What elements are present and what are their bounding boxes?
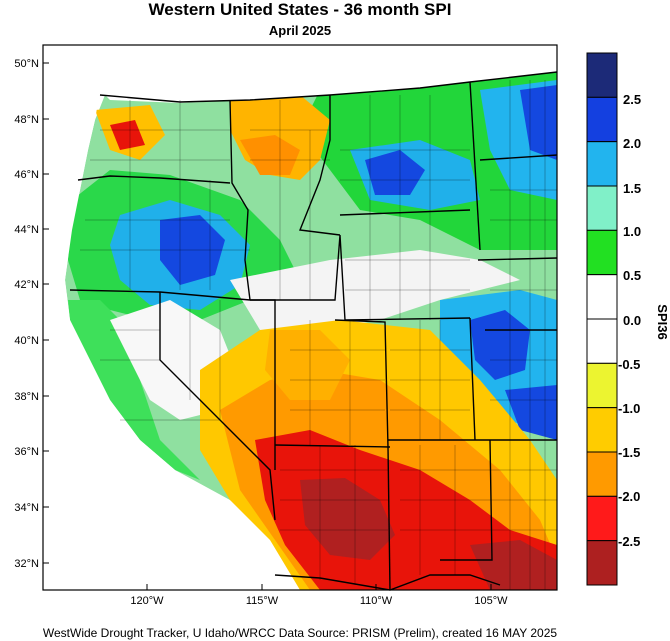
colorbar-swatch [586, 495, 618, 542]
drought-idaho-core [240, 135, 300, 175]
colorbar [586, 52, 618, 586]
map-fields [65, 70, 557, 590]
colorbar-swatch [586, 185, 618, 231]
county-lines-grid [80, 80, 557, 590]
lat-label: 32°N [14, 558, 39, 570]
latitude-ticks [43, 62, 49, 564]
colorbar-title: SPI36 [655, 304, 670, 339]
colorbar-label: -2.0 [618, 489, 640, 504]
ut-co-border [334, 319, 389, 448]
lon-label: 105°W [474, 595, 508, 607]
colorbar-swatch [586, 318, 618, 364]
wet-blue-kansas [505, 385, 557, 440]
colorbar-label: 1.5 [623, 181, 641, 196]
lat-label: 46°N [14, 169, 39, 181]
canada-mask [95, 45, 557, 103]
lat-label: 50°N [14, 58, 39, 70]
wet-region-coast [68, 300, 200, 480]
us-mexico-border [274, 574, 501, 591]
ut-az-border [274, 444, 391, 448]
id-western-border [229, 99, 251, 301]
wy-mt-border [339, 209, 471, 216]
colorbar-swatch [586, 451, 618, 497]
sd-ne-border [477, 257, 558, 261]
plot-frame [42, 44, 558, 591]
lat-label: 40°N [14, 335, 39, 347]
credit-line: WestWide Drought Tracker, U Idaho/WRCC D… [42, 626, 558, 640]
az-nm-border [387, 446, 391, 591]
colorbar-swatch [586, 229, 618, 276]
longitude-ticks [146, 584, 492, 590]
colorbar-labels: 2.5 2.0 1.5 1.0 0.5 0.0 -0.5 -1.0 -1.5 -… [618, 92, 641, 549]
ocean-mask [43, 45, 275, 590]
lat-label: 38°N [14, 391, 39, 403]
lat-label: 44°N [14, 224, 39, 236]
lon-label: 110°W [360, 595, 393, 607]
drought-washington-core [110, 120, 145, 150]
lon-label: 120°W [130, 595, 164, 607]
colorbar-swatch [586, 96, 618, 143]
colorbar-swatch [586, 362, 618, 409]
wet-blue-colorado [470, 310, 530, 380]
co-ks-border [469, 317, 476, 441]
colorbar-label: -2.5 [618, 534, 640, 549]
colorbar-label: -1.5 [618, 445, 640, 460]
wet-blue-montana [365, 150, 425, 195]
colorbar-swatch [586, 274, 618, 320]
ca-nv-border [159, 292, 276, 521]
nm-tx-border [440, 439, 493, 561]
id-ut-wy-border [250, 234, 346, 321]
colorbar-label: 0.0 [623, 313, 641, 328]
colorbar-label: -1.0 [618, 401, 640, 416]
colorbar-label: 2.5 [623, 92, 641, 107]
wet-blue-nd [520, 85, 557, 160]
colorbar-swatch [586, 141, 618, 187]
lat-label: 36°N [14, 446, 39, 458]
wy-co-border [344, 317, 471, 321]
colorbar-swatch [586, 540, 618, 586]
dakotas-border [479, 154, 558, 161]
county-lines [80, 80, 557, 590]
latitude-labels: 50°N 48°N 46°N 44°N 42°N 40°N 38°N 36°N … [14, 58, 39, 570]
drought-southwest-extreme [300, 478, 395, 560]
longitude-labels: 120°W 115°W 110°W 105°W [130, 595, 508, 607]
lat-label: 42°N [14, 279, 39, 291]
map-title: Western United States - 36 month SPI [148, 0, 452, 19]
colorbar-label: 0.5 [623, 268, 641, 283]
colorbar-label: 2.0 [623, 136, 641, 151]
colorbar-label: 1.0 [623, 224, 641, 239]
lat-label: 48°N [14, 114, 39, 126]
lon-label: 115°W [246, 595, 279, 607]
id-mt-border [299, 95, 341, 236]
drought-utah-orange [265, 330, 350, 400]
wa-or-border [77, 175, 231, 184]
lat-label: 34°N [14, 502, 39, 514]
colorbar-swatch [586, 407, 618, 453]
colorbar-swatch [586, 52, 618, 98]
colorbar-label: -0.5 [618, 357, 640, 372]
mt-nd-border [469, 81, 481, 251]
map-subtitle: April 2025 [268, 23, 332, 38]
